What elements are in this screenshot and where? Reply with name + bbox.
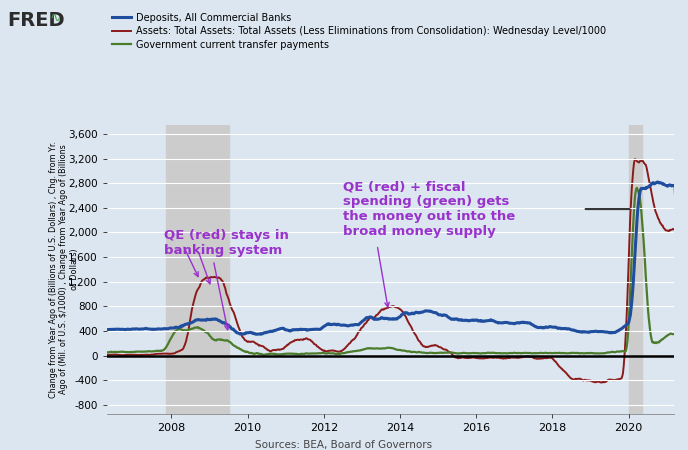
Bar (166, 125, 228, 414)
Text: QE (red) stays in
banking system: QE (red) stays in banking system (164, 230, 289, 257)
Text: QE (red) + fiscal
spending (green) gets
the money out into the
broad money suppl: QE (red) + fiscal spending (green) gets … (343, 180, 515, 238)
Text: FRED: FRED (7, 11, 65, 30)
Y-axis label: Change from Year Ago of (Billions of U.S. Dollars) , Chg. from Yr.
Ago of (Mil. : Change from Year Ago of (Billions of U.S… (49, 141, 78, 398)
Legend: Deposits, All Commercial Banks, Assets: Total Assets: Total Assets (Less Elimina: Deposits, All Commercial Banks, Assets: … (111, 13, 606, 50)
Text: Sources: BEA, Board of Governors: Sources: BEA, Board of Governors (255, 440, 433, 450)
Text: ∿: ∿ (50, 11, 61, 25)
Bar (629, 125, 642, 414)
